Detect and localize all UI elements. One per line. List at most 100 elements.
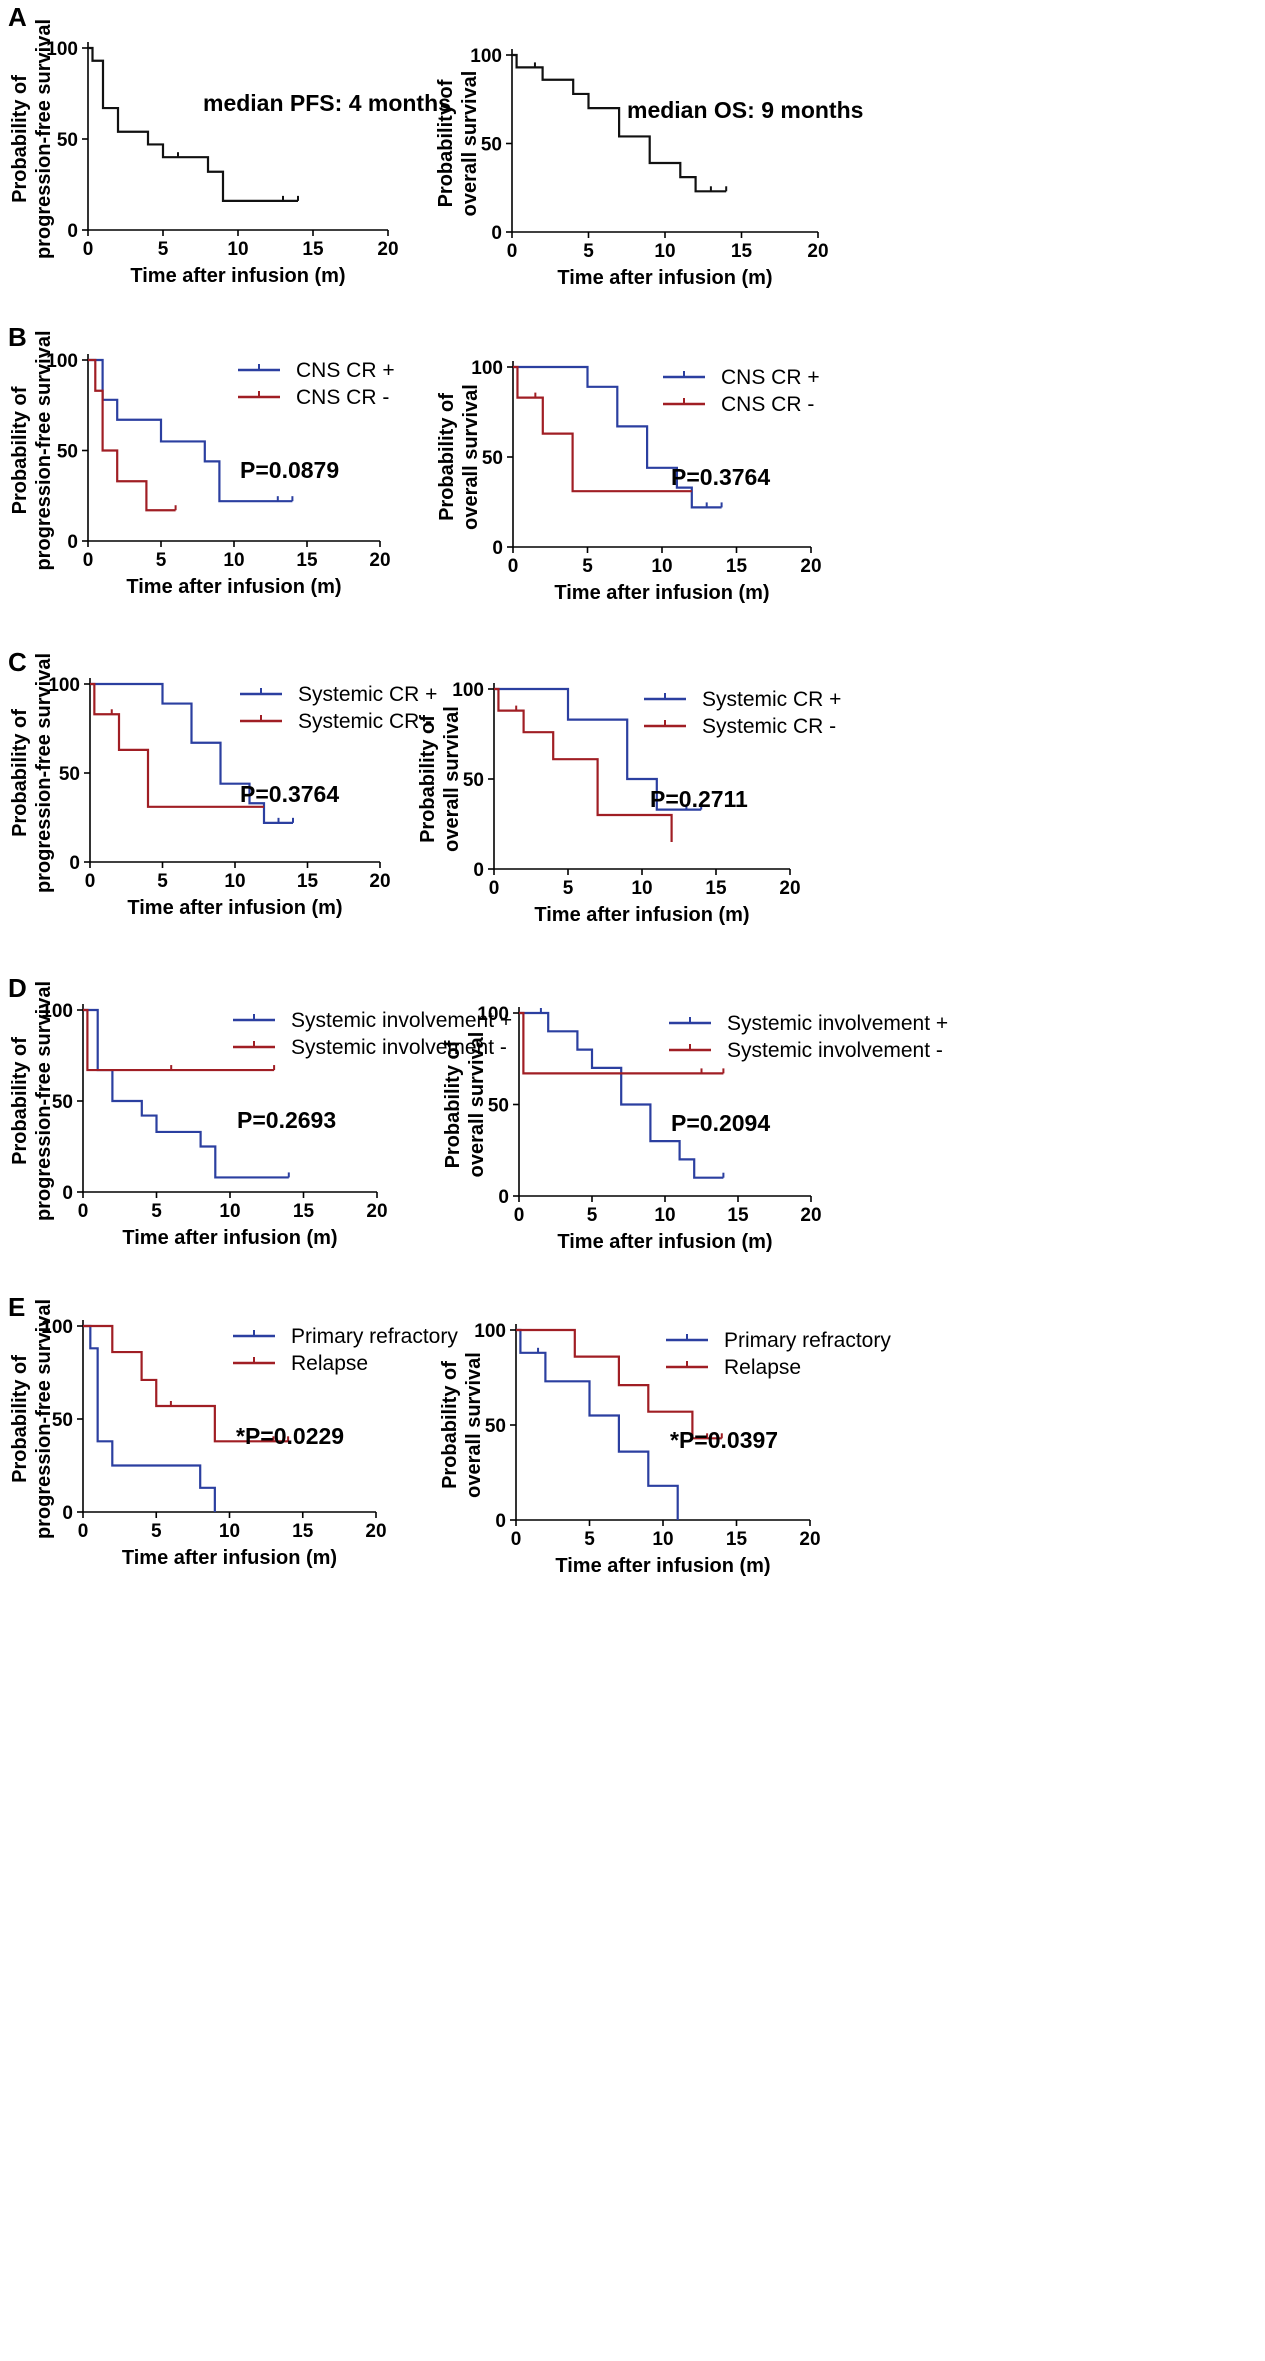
x-tick-label: 0 (511, 1529, 522, 1550)
x-tick-label: 15 (293, 1201, 315, 1222)
y-tick-label: 0 (67, 532, 78, 553)
legend-label: CNS CR + (721, 366, 820, 389)
y-tick-label: 100 (41, 1317, 73, 1338)
p-value-annotation: P=0.0879 (240, 457, 339, 483)
y-tick-label: 50 (59, 764, 80, 785)
x-tick-label: 10 (219, 1201, 240, 1222)
panel-letter: C (8, 647, 27, 677)
legend-label: Systemic CR + (298, 683, 437, 706)
x-tick-label: 10 (219, 1521, 240, 1542)
x-tick-label: 5 (151, 1521, 162, 1542)
x-tick-label: 10 (223, 550, 244, 571)
x-axis-label: Time after infusion (m) (557, 1231, 772, 1253)
chart-5: 0 5 10 15 20 0 50 100 Time after infusion (m) Pro… (9, 653, 437, 919)
x-tick-label: 10 (654, 241, 675, 262)
y-tick-label: 100 (48, 675, 80, 696)
x-tick-label: 5 (582, 556, 593, 577)
y-tick-label: 0 (473, 860, 484, 881)
y-axis-label-line1: Probability of (9, 1355, 31, 1483)
y-tick-label: 50 (57, 442, 78, 463)
km-curve-cns-cr- (513, 365, 692, 493)
y-axis-label-line2: overall survival (463, 1352, 485, 1498)
p-value-annotation: *P=0.0397 (670, 1427, 778, 1453)
legend-label: CNS CR - (296, 386, 389, 409)
x-tick-label: 0 (507, 241, 518, 262)
y-tick-label: 100 (471, 358, 503, 379)
x-tick-label: 10 (224, 871, 245, 892)
x-tick-label: 20 (799, 1529, 820, 1550)
y-tick-label: 50 (485, 1416, 506, 1437)
y-tick-label: 100 (46, 39, 78, 60)
x-tick-label: 0 (489, 878, 500, 899)
km-curve-systemic-involvement- (83, 1008, 275, 1072)
x-tick-label: 10 (654, 1205, 675, 1226)
y-axis-label-line2: progression-free survival (33, 1299, 55, 1539)
panel-letter: A (8, 2, 27, 32)
km-curve-primary-refractory (83, 1324, 216, 1512)
x-tick-label: 20 (365, 1521, 386, 1542)
legend-label: CNS CR - (721, 393, 814, 416)
y-axis-label-line1: Probability of (9, 75, 31, 203)
km-curve-all-patients (512, 53, 727, 193)
y-tick-label: 100 (41, 1001, 73, 1022)
y-axis-label-line1: Probability of (439, 1361, 461, 1489)
legend-label: CNS CR + (296, 359, 395, 382)
x-tick-label: 15 (297, 871, 319, 892)
y-axis-label-line1: Probability of (442, 1040, 464, 1168)
x-tick-label: 5 (157, 871, 168, 892)
km-curve-systemic-involvement- (519, 1011, 724, 1179)
x-tick-label: 5 (583, 241, 594, 262)
p-value-annotation: P=0.2094 (671, 1110, 770, 1136)
panel-letter: E (8, 1292, 25, 1322)
y-axis-label-line1: Probability of (9, 1037, 31, 1165)
y-axis-label-line2: overall survival (460, 384, 482, 530)
y-tick-label: 50 (463, 770, 484, 791)
x-tick-label: 5 (587, 1205, 598, 1226)
x-axis-label: Time after infusion (m) (122, 1547, 337, 1569)
legend-label: Relapse (724, 1356, 801, 1379)
y-tick-label: 0 (67, 221, 78, 242)
chart-1: 0 5 10 15 20 0 50 100 Time after infusion (m) Pro… (9, 19, 451, 287)
x-tick-label: 5 (584, 1529, 595, 1550)
y-tick-label: 50 (52, 1410, 73, 1431)
km-curve-cns-cr- (88, 358, 176, 512)
x-tick-label: 20 (800, 1205, 821, 1226)
km-curve-systemic-involvement- (83, 1008, 289, 1179)
y-axis-label-line2: overall survival (459, 71, 481, 217)
y-tick-label: 50 (482, 448, 503, 469)
x-tick-label: 15 (292, 1521, 314, 1542)
y-tick-label: 0 (491, 223, 502, 244)
panel-letter: D (8, 973, 27, 1003)
chart-8: 0 5 10 15 20 0 50 100 Time after infusion (m) Pro… (442, 1004, 948, 1253)
x-tick-label: 15 (731, 241, 753, 262)
median-annotation: median OS: 9 months (627, 97, 863, 123)
y-tick-label: 0 (498, 1187, 509, 1208)
y-tick-label: 100 (474, 1321, 506, 1342)
x-tick-label: 15 (302, 239, 324, 260)
legend-label: Systemic involvement + (727, 1012, 948, 1035)
legend-label: Primary refractory (291, 1325, 458, 1348)
x-tick-label: 15 (705, 878, 727, 899)
x-tick-label: 20 (779, 878, 800, 899)
legend-label: Relapse (291, 1352, 368, 1375)
y-axis-label-line1: Probability of (9, 709, 31, 837)
x-tick-label: 10 (227, 239, 248, 260)
y-axis-label-line2: progression-free survival (33, 981, 55, 1221)
legend-label: Systemic involvement + (291, 1009, 512, 1032)
y-tick-label: 0 (69, 853, 80, 874)
x-tick-label: 5 (151, 1201, 162, 1222)
median-annotation: median PFS: 4 months (203, 90, 451, 116)
p-value-annotation: P=0.2711 (650, 786, 748, 812)
x-tick-label: 0 (85, 871, 96, 892)
x-tick-label: 20 (377, 239, 398, 260)
legend-label: Primary refractory (724, 1329, 891, 1352)
x-tick-label: 15 (726, 556, 748, 577)
x-axis-label: Time after infusion (m) (554, 582, 769, 604)
km-curve-relapse (516, 1328, 722, 1440)
panel-letter: B (8, 322, 27, 352)
p-value-annotation: *P=0.0229 (236, 1423, 344, 1449)
km-curve-all-patients (88, 46, 298, 202)
y-tick-label: 50 (481, 135, 502, 156)
y-axis-label-line2: overall survival (466, 1032, 488, 1178)
x-axis-label: Time after infusion (m) (555, 1555, 770, 1577)
